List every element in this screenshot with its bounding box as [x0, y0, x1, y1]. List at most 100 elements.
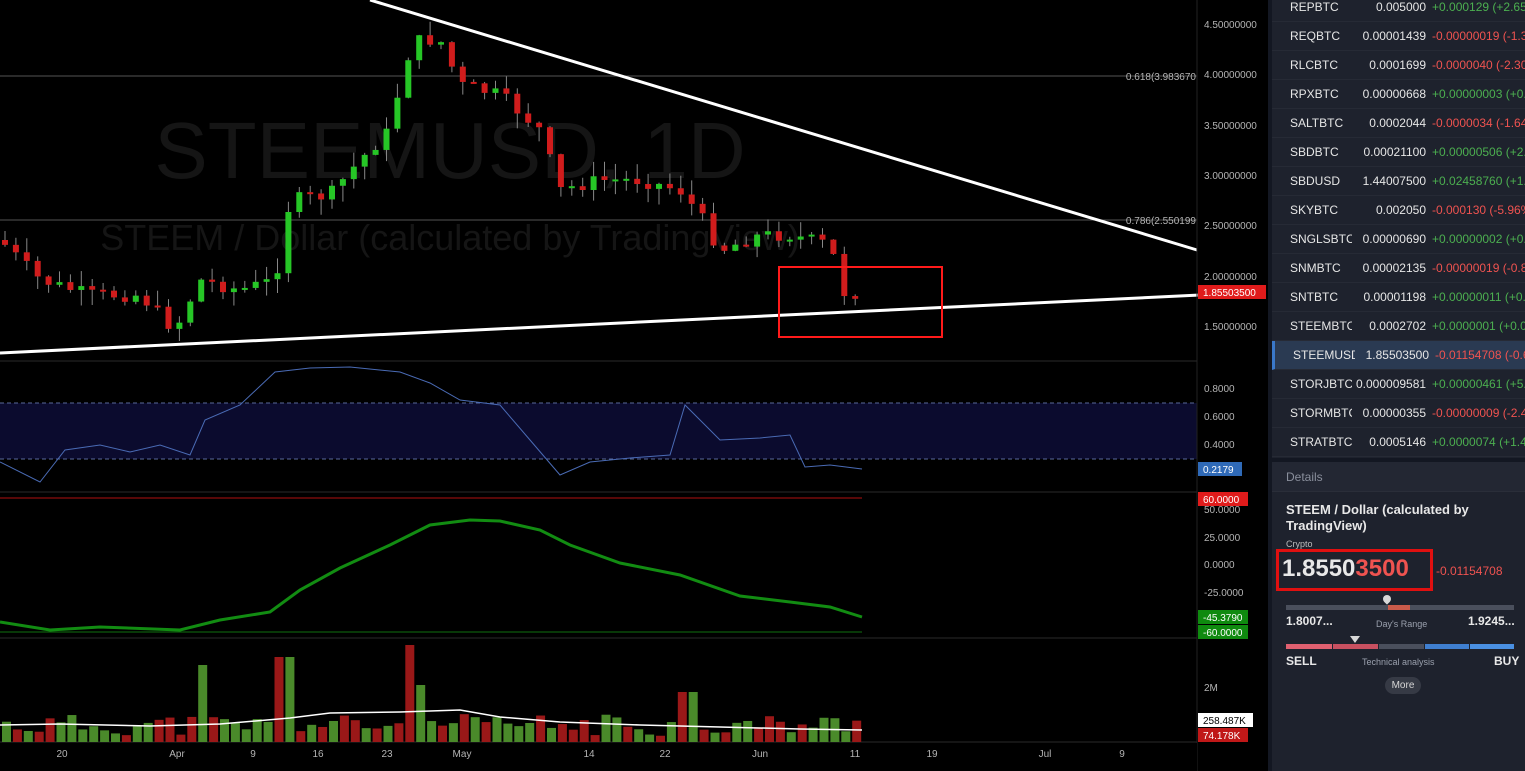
upper-trendline[interactable] [369, 0, 1198, 252]
watchlist-last-main: 0.000014 [1362, 29, 1413, 43]
watchlist-row[interactable]: SALTBTC 0.0002044 -0.0000034 (-1.64%) [1272, 109, 1525, 138]
volume-bar [2, 721, 11, 742]
candle-body [568, 186, 575, 189]
time-axis[interactable]: 20 Apr 9 16 23 May 14 22 Jun 11 19 Jul 9 [0, 743, 1197, 771]
time-axis-tick: 14 [583, 749, 595, 760]
watchlist-last: 0.00000668 [1356, 87, 1426, 101]
watchlist-change: +0.00000003 (+0.45 [1432, 87, 1525, 101]
candle-body [547, 127, 553, 155]
watchlist-symbol: SBDUSD [1290, 174, 1341, 188]
watchlist-change: +0.00000506 (+2.46 [1432, 145, 1525, 159]
chart-svg[interactable]: STEEMUSD, 1D STEEM / Dollar (calculated … [0, 0, 1268, 771]
watchlist-row[interactable]: REQBTC 0.00001439 -0.00000019 (-1.30%) [1272, 22, 1525, 51]
more-button[interactable]: More [1385, 677, 1421, 694]
details-title: STEEM / Dollar (calculated by TradingVie… [1286, 502, 1469, 533]
candle-body [503, 88, 510, 94]
candle-body [34, 260, 41, 277]
watchlist-row[interactable]: RPXBTC 0.00000668 +0.00000003 (+0.45 [1272, 80, 1525, 109]
lower-trendline[interactable] [0, 293, 1201, 355]
details-header[interactable]: Details [1272, 462, 1525, 492]
volume-bar [100, 730, 110, 742]
candle-body [143, 295, 150, 306]
watchlist-row[interactable]: SKYBTC 0.002050 -0.000130 (-5.96%) [1272, 196, 1525, 225]
volume-bar [514, 726, 524, 742]
candle-body [132, 295, 139, 302]
candle-body [285, 211, 292, 274]
watchlist-change: +0.00000461 (+5.05 [1432, 377, 1525, 391]
watchlist-row[interactable]: SBDBTC 0.00021100 +0.00000506 (+2.46 [1272, 138, 1525, 167]
days-range-low: 1.8007... [1286, 614, 1333, 628]
volume-bar [121, 735, 131, 742]
price-axis[interactable]: 4.50000000 4.00000000 3.50000000 3.00000… [1196, 0, 1266, 771]
watchlist-change: -0.00000009 (-2.47% [1432, 406, 1525, 420]
watchlist-change: -0.0000034 (-1.64%) [1432, 116, 1525, 130]
volume-bar [579, 720, 589, 742]
volume-bar [89, 726, 99, 742]
watchlist-row[interactable]: STORJBTC 0.000009581 +0.00000461 (+5.05 [1272, 370, 1525, 399]
watchlist-row[interactable]: SNMBTC 0.00002135 -0.00000019 (-0.88% [1272, 254, 1525, 283]
watchlist-change: +0.00000011 (+0.93 [1432, 290, 1525, 304]
time-axis-tick: 20 [56, 749, 68, 760]
candle-body [438, 42, 444, 45]
volume-bar [416, 685, 426, 742]
watchlist-last-main: 0.00000668 [1362, 87, 1426, 101]
watchlist-row[interactable]: STRATBTC 0.0005146 +0.0000074 (+1.46% [1272, 428, 1525, 457]
price-axis-tick: 4.00000000 [1204, 70, 1257, 81]
watchlist-row[interactable]: SBDUSD 1.44007500 +0.02458760 (+1.74 [1272, 167, 1525, 196]
watchlist-last-main: 0.000006 [1362, 232, 1413, 246]
highlight-box[interactable] [778, 266, 943, 338]
watchlist-last-main: 0.0002 [1363, 145, 1401, 159]
watchlist-row[interactable]: SNTBTC 0.00001198 +0.00000011 (+0.93 [1272, 283, 1525, 312]
volume-bar [721, 732, 731, 742]
mom-axis-tick: 0.0000 [1204, 560, 1235, 571]
volume-bar [525, 722, 535, 742]
watchlist-symbol: STEEMUSD [1293, 348, 1355, 362]
volume-bar [841, 731, 851, 742]
watchlist-row[interactable]: REPBTC 0.005000 +0.000129 (+2.65%) [1272, 0, 1525, 22]
volume-bar [808, 727, 818, 742]
candle-body [416, 35, 423, 61]
mom-top-tag [1198, 492, 1248, 506]
chart-area[interactable]: STEEMUSD, 1D STEEM / Dollar (calculated … [0, 0, 1268, 771]
watchlist-last: 0.002050 [1356, 203, 1426, 217]
mom-value-tag-text: -45.3790 [1203, 613, 1243, 624]
candle-body [12, 244, 19, 253]
watchlist-last: 1.85503500 [1359, 348, 1429, 362]
volume-bar [220, 719, 229, 742]
candle-body [775, 231, 782, 241]
candle-body [405, 60, 412, 98]
watchlist-last-dim: 99 [1412, 58, 1426, 72]
candle-body [307, 192, 314, 195]
trendlines[interactable] [0, 0, 1201, 355]
volume-bar [634, 729, 644, 742]
candle-body [808, 234, 815, 237]
volume-bar [34, 731, 44, 742]
mom-bottom-tag-text: -60.0000 [1203, 628, 1243, 639]
watchlist-row[interactable]: STORMBTC 0.00000355 -0.00000009 (-2.47% [1272, 399, 1525, 428]
candle-body [121, 297, 128, 302]
details-type: Crypto [1286, 539, 1313, 549]
watchlist-symbol: SKYBTC [1290, 203, 1339, 217]
candle-body [67, 282, 74, 290]
watermark-symbol: STEEMUSD, 1D [154, 106, 745, 195]
candle-body [797, 236, 804, 240]
time-axis-bg [0, 743, 1197, 771]
watchlist-row[interactable]: STEEMBTC 0.0002702 +0.0000001 (+0.04% [1272, 312, 1525, 341]
candle-body [187, 301, 194, 323]
watchlist-row[interactable]: STEEMUSD 1.85503500 -0.01154708 (-0.62% [1272, 341, 1525, 370]
volume-bar [688, 692, 698, 742]
volume-bar [448, 723, 458, 742]
watchlist-row[interactable]: RLCBTC 0.0001699 -0.0000040 (-2.30%) [1272, 51, 1525, 80]
candle-body [470, 81, 477, 84]
candle-body [557, 154, 564, 188]
volume-bar [623, 726, 633, 742]
candle-body [198, 279, 205, 302]
watchlist-last-main: 1.85503500 [1365, 348, 1429, 362]
volume-bar [143, 722, 153, 742]
candle-body [819, 234, 826, 240]
watchlist-last-dim: 46 [1412, 435, 1426, 449]
watchlist-symbol: SNMBTC [1290, 261, 1341, 275]
watchlist-symbol: SNGLSBTC [1290, 232, 1352, 246]
watchlist-row[interactable]: SNGLSBTC 0.00000690 +0.00000002 (+0.29 [1272, 225, 1525, 254]
candle-body [111, 290, 117, 298]
